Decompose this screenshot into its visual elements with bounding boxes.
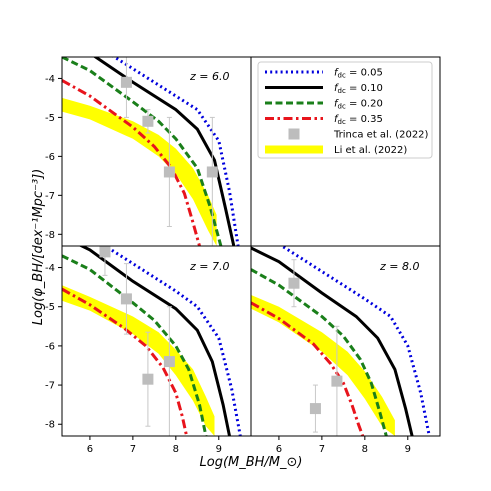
y-tick-label: -7 bbox=[45, 191, 55, 202]
trinca-point bbox=[142, 115, 154, 127]
legend-label: Trinca et al. (2022) bbox=[333, 130, 429, 141]
legend-swatch-li bbox=[265, 145, 323, 154]
z-label-z6: z = 6.0 bbox=[189, 70, 229, 83]
trinca-point bbox=[206, 166, 218, 178]
legend-label: fdc = 0.05 bbox=[334, 68, 383, 80]
axis-ticks: 6 7 8 9 6 7 8 9 -4 -5 -6 -7 -8 -4 -5 -6 -7 -8 bbox=[45, 74, 411, 455]
x-tick-label: 6 bbox=[276, 444, 282, 455]
y-tick-label: -4 bbox=[45, 74, 55, 85]
x-tick-label: 8 bbox=[173, 444, 179, 455]
series-line-fdc-2 bbox=[78, 246, 231, 436]
series-line-fdc-1 bbox=[111, 57, 240, 246]
li-2022-band bbox=[62, 97, 217, 246]
legend-label: Li et al. (2022) bbox=[334, 145, 407, 156]
x-axis-title-text: Log(M_BH/M_⊙) bbox=[200, 455, 303, 470]
series-line-fdc-1 bbox=[102, 246, 242, 436]
z-label-z8: z = 8.0 bbox=[379, 260, 419, 273]
y-axis-title-text: Log(φ_BH/[dex⁻¹Mpc⁻³]) bbox=[31, 169, 46, 326]
y-tick-label: -7 bbox=[45, 381, 55, 392]
x-tick-label: 7 bbox=[319, 444, 325, 455]
y-tick-label: -5 bbox=[45, 113, 55, 124]
panel-z6 bbox=[62, 57, 240, 246]
trinca-point bbox=[120, 76, 132, 88]
series-line-fdc-4 bbox=[62, 79, 201, 246]
x-tick-label: 6 bbox=[87, 444, 93, 455]
legend-label: fdc = 0.35 bbox=[334, 114, 383, 126]
trinca-point bbox=[120, 293, 132, 305]
x-tick-label: 8 bbox=[362, 444, 368, 455]
trinca-point bbox=[163, 356, 175, 368]
series-line-fdc-3 bbox=[251, 268, 388, 436]
legend-label: fdc = 0.10 bbox=[334, 83, 383, 95]
y-tick-label: -6 bbox=[45, 152, 55, 163]
trinca-point bbox=[99, 246, 111, 258]
trinca-point bbox=[163, 166, 175, 178]
z-label-z7: z = 7.0 bbox=[189, 260, 229, 273]
y-tick-label: -6 bbox=[45, 341, 55, 352]
legend-marker-trinca bbox=[288, 128, 300, 140]
y-tick-label: -4 bbox=[45, 263, 55, 274]
x-tick-label: 9 bbox=[405, 444, 411, 455]
legend: fdc = 0.05 fdc = 0.10 fdc = 0.20 fdc = 0.35… bbox=[257, 61, 433, 159]
series-line-fdc-2 bbox=[251, 246, 414, 436]
series-line-fdc-3 bbox=[62, 57, 223, 246]
legend-label: fdc = 0.20 bbox=[334, 99, 383, 111]
series-line-fdc-2 bbox=[92, 57, 236, 246]
x-axis-title: Log(M_BH/M_⊙) bbox=[200, 455, 303, 470]
trinca-point bbox=[331, 375, 343, 387]
x-tick-label: 7 bbox=[130, 444, 136, 455]
panel-z7 bbox=[62, 246, 242, 436]
y-tick-label: -8 bbox=[45, 420, 55, 431]
series-line-fdc-4 bbox=[62, 287, 189, 436]
panel-z8 bbox=[251, 246, 431, 436]
li-2022-band bbox=[251, 295, 395, 436]
y-tick-label: -8 bbox=[45, 230, 55, 241]
y-axis-title: Log(φ_BH/[dex⁻¹Mpc⁻³]) bbox=[31, 169, 46, 326]
x-tick-label: 9 bbox=[216, 444, 222, 455]
series-line-fdc-3 bbox=[62, 254, 208, 436]
trinca-point bbox=[142, 373, 154, 385]
trinca-point bbox=[309, 403, 321, 415]
trinca-point bbox=[288, 277, 300, 289]
y-tick-label: -5 bbox=[45, 302, 55, 313]
